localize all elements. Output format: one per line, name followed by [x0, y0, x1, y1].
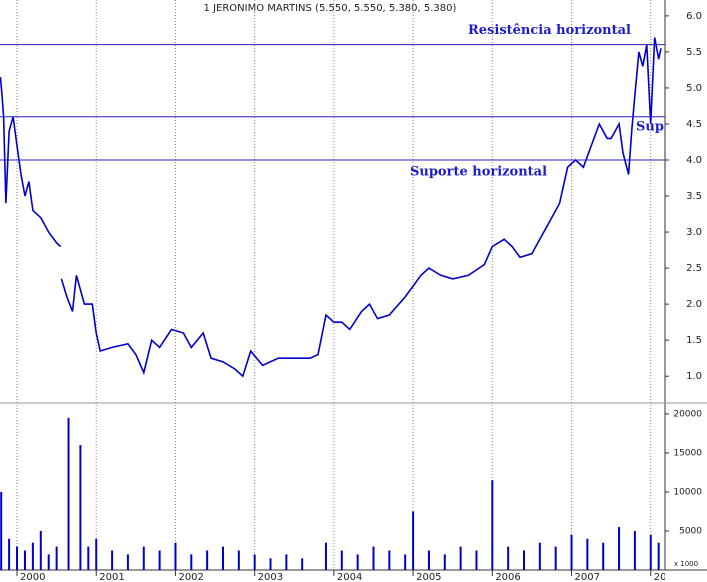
x-tick-label: 2002	[178, 572, 203, 582]
volume-bar	[475, 550, 478, 570]
y-tick-label: 6.0	[686, 11, 702, 22]
volume-bar	[356, 554, 359, 570]
volume-bar	[522, 550, 525, 570]
y-tick-label: 15000	[673, 448, 702, 458]
volume-bar	[79, 445, 82, 570]
volume-bar	[649, 534, 652, 570]
volume-bar	[586, 538, 589, 570]
volume-bar	[190, 554, 193, 570]
volume-bar	[427, 550, 430, 570]
volume-bar	[8, 538, 11, 570]
volume-bar	[443, 554, 446, 570]
volume-bar	[538, 542, 541, 570]
y-tick-label: 10000	[673, 487, 702, 497]
volume-bar	[31, 542, 34, 570]
annotation: Resistência horizontal	[468, 23, 631, 38]
volume-bar	[570, 534, 573, 570]
volume-bar	[459, 546, 462, 570]
volume-bar	[39, 530, 42, 570]
volume-bar	[507, 546, 510, 570]
volume-bar	[388, 550, 391, 570]
x-tick-label: 2001	[99, 572, 124, 582]
volume-bar	[633, 530, 636, 570]
volume-bar	[253, 554, 256, 570]
y-tick-label: 4.0	[686, 155, 702, 166]
y-tick-label: 4.5	[686, 119, 702, 130]
volume-bar	[142, 546, 145, 570]
volume-bar	[324, 542, 327, 570]
volume-bar	[111, 550, 114, 570]
volume-bar	[47, 554, 50, 570]
volume-bar	[126, 554, 129, 570]
y-tick-label: 5000	[679, 526, 702, 536]
x-tick-label: 2007	[575, 572, 600, 582]
volume-bar	[412, 511, 415, 570]
y-tick-label: 2.5	[686, 263, 702, 274]
volume-bar	[55, 546, 58, 570]
volume-bar	[602, 542, 605, 570]
volume-bar	[221, 546, 224, 570]
volume-bar	[269, 558, 272, 570]
volume-bar	[95, 538, 98, 570]
volume-scale-label: x 1000	[674, 560, 698, 568]
annotation: Suporte horizontal	[410, 165, 547, 180]
y-tick-label: 1.0	[686, 371, 702, 382]
volume-bar	[206, 550, 209, 570]
volume-bar	[174, 542, 177, 570]
y-tick-label: 3.5	[686, 191, 702, 202]
volume-bar	[491, 480, 494, 570]
plot-area: 2000 2001 2002 2003 2004 2005 2006 2007 2008 Resi…	[0, 0, 679, 582]
x-tick-label: 2004	[337, 572, 362, 582]
volume-bar	[67, 417, 70, 570]
volume-bar	[87, 546, 90, 570]
x-tick-label: 2006	[495, 572, 520, 582]
y-tick-label: 5.5	[686, 47, 702, 58]
y-tick-label: 3.0	[686, 227, 702, 238]
volume-bar	[285, 554, 288, 570]
volume-bar	[237, 550, 240, 570]
x-tick-label: 2005	[416, 572, 441, 582]
volume-bar	[301, 558, 304, 570]
volume-bar	[554, 546, 557, 570]
x-tick-label: 2003	[258, 572, 283, 582]
volume-bar	[372, 546, 375, 570]
y-tick-label: 1.5	[686, 335, 702, 346]
annotation: Supo	[636, 119, 673, 134]
price-line	[0, 37, 662, 378]
volume-bar	[23, 550, 26, 570]
x-tick-label: 2000	[20, 572, 45, 582]
volume-bar	[0, 491, 3, 570]
volume-bar	[158, 550, 161, 570]
y-tick-label: 20000	[673, 409, 702, 419]
volume-bar	[16, 546, 19, 570]
volume-bar	[404, 554, 407, 570]
chart-title: 1 JERONIMO MARTINS (5.550, 5.550, 5.380,…	[204, 3, 457, 14]
x-tick-label: 2008	[654, 572, 679, 582]
y-tick-label: 2.0	[686, 299, 702, 310]
volume-bar	[340, 550, 343, 570]
y-tick-label: 5.0	[686, 83, 702, 94]
volume-bar	[618, 527, 621, 570]
volume-bar	[657, 542, 660, 570]
